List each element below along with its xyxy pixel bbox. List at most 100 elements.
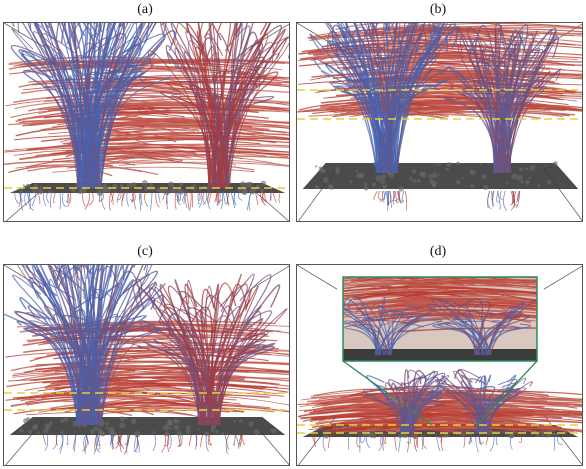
subsurface-line <box>67 190 69 204</box>
field-line <box>338 42 383 174</box>
granule <box>430 180 438 187</box>
granule <box>114 190 117 194</box>
subsurface-line <box>404 190 408 211</box>
subsurface-line <box>485 432 490 446</box>
granule <box>260 180 267 186</box>
subsurface-line <box>208 190 213 205</box>
subsurface-line <box>262 190 267 203</box>
granule <box>60 418 65 424</box>
granule <box>119 422 126 429</box>
canopy-line <box>40 121 200 132</box>
subsurface-line <box>262 190 266 206</box>
granule <box>481 173 487 180</box>
subsurface-line <box>278 190 282 204</box>
panel-d-render <box>297 265 582 465</box>
granule <box>78 425 82 429</box>
granule <box>37 431 40 434</box>
subsurface-line <box>110 434 115 449</box>
canopy-line <box>52 155 183 163</box>
field-line <box>85 77 143 189</box>
field-line <box>203 23 232 189</box>
subsurface-line <box>169 434 172 450</box>
field-line <box>436 385 477 434</box>
subsurface-line <box>200 434 203 448</box>
field-line <box>200 349 256 426</box>
canopy-line <box>397 32 582 38</box>
field-line <box>93 328 161 426</box>
subsurface-line <box>272 190 277 203</box>
field-line <box>78 265 96 426</box>
field-line <box>155 307 203 426</box>
panel-label-a: (a) <box>137 2 153 17</box>
field-line <box>360 77 380 174</box>
subsurface-line <box>421 432 423 450</box>
granule <box>381 173 387 180</box>
subsurface-line <box>177 190 181 205</box>
subsurface-line <box>384 190 389 211</box>
granule <box>461 176 464 180</box>
field-line <box>366 375 409 434</box>
subsurface-line <box>509 432 513 450</box>
zoom-surface <box>343 349 537 361</box>
granule <box>254 429 261 435</box>
field-line <box>497 27 506 174</box>
field-line <box>361 302 391 356</box>
granule <box>553 161 558 166</box>
field-line <box>92 265 129 426</box>
granule <box>482 184 489 190</box>
subsurface-line <box>162 190 167 201</box>
subsurface-line <box>67 190 72 207</box>
granule <box>323 433 329 439</box>
granule <box>537 183 541 187</box>
field-line <box>191 327 219 426</box>
granule <box>411 169 417 174</box>
field-line <box>132 283 209 426</box>
canopy-line <box>322 426 462 436</box>
field-line <box>374 309 393 356</box>
box-edge <box>543 265 582 290</box>
field-line <box>476 374 492 434</box>
field-line <box>381 58 388 174</box>
subsurface-line <box>183 190 188 204</box>
subsurface-line <box>492 190 495 206</box>
subsurface-line <box>441 432 444 451</box>
field-line <box>99 38 165 189</box>
canopy-line <box>346 282 419 290</box>
subsurface-line <box>387 190 390 206</box>
panel-b-field-lines <box>297 23 582 211</box>
subsurface-line <box>516 190 520 203</box>
subsurface-line <box>202 190 206 205</box>
subsurface-line <box>136 434 139 449</box>
granule <box>416 179 420 183</box>
subsurface-line <box>360 432 365 443</box>
canopy-line <box>60 134 149 145</box>
field-line <box>210 330 270 426</box>
subsurface-line <box>191 190 194 208</box>
subsurface-line <box>119 434 123 453</box>
field-line <box>205 294 229 426</box>
granule <box>437 162 441 166</box>
field-line <box>504 24 529 174</box>
subsurface-line <box>208 434 212 447</box>
subsurface-line <box>233 190 237 206</box>
granule <box>221 431 225 435</box>
field-line <box>12 274 86 426</box>
field-line <box>486 323 531 356</box>
field-line <box>479 82 499 174</box>
subsurface-line <box>52 434 58 450</box>
field-line <box>471 398 487 434</box>
field-line <box>174 47 221 189</box>
canopy-line <box>17 373 129 382</box>
field-line <box>336 23 380 174</box>
subsurface-line <box>413 432 418 452</box>
panel-a-field-lines <box>4 23 289 212</box>
subsurface-line <box>406 432 412 444</box>
granule <box>185 428 191 434</box>
granule <box>545 164 548 167</box>
granule <box>233 420 236 423</box>
granule <box>330 186 334 190</box>
field-line <box>481 57 505 174</box>
subsurface-line <box>111 434 114 444</box>
panel-b-guide-lines <box>297 89 582 120</box>
subsurface-line <box>393 432 397 451</box>
